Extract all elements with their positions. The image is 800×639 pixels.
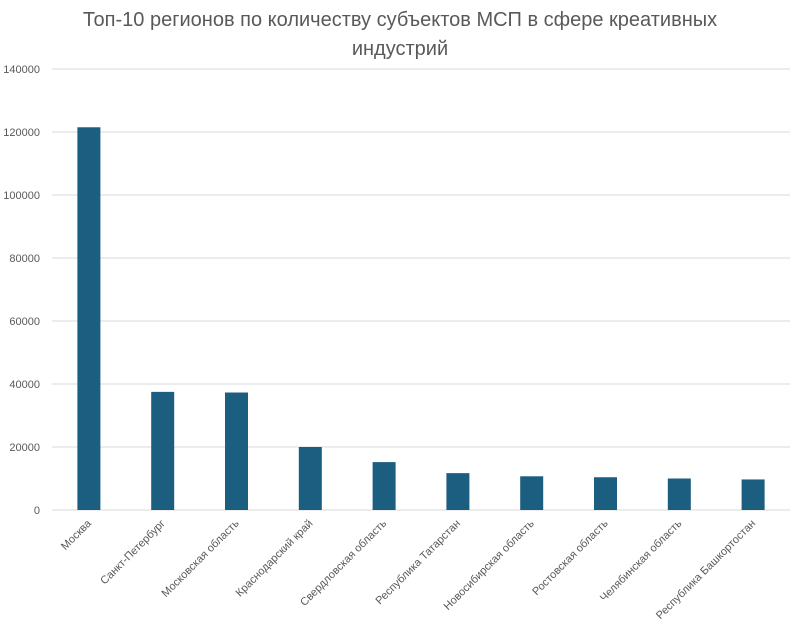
y-tick-label: 120000 [3,127,40,139]
y-tick-label: 40000 [9,379,40,391]
x-tick-label: Челябинская область [598,517,685,604]
x-tick-label: Свердловская область [298,517,389,608]
x-tick-label: Краснодарский край [234,518,316,600]
bar [77,127,101,511]
x-tick-label: Московская область [160,517,242,599]
x-tick-label: Москва [59,517,95,553]
bar [520,476,544,510]
y-tick-label: 100000 [3,190,40,202]
bar [225,392,248,510]
y-tick-label: 60000 [9,316,40,328]
bar [151,391,175,510]
y-tick-label: 20000 [9,442,40,454]
bar [446,473,470,510]
y-tick-label: 80000 [9,253,40,265]
bar [298,447,322,510]
y-tick-label: 0 [34,505,40,517]
bar [594,477,617,510]
x-tick-label: Санкт-Петербург [98,518,167,587]
y-tick-label: 140000 [3,64,40,76]
bar [372,462,396,510]
bar [741,479,765,510]
x-tick-label: Ростовская область [530,517,611,598]
chart-title: Топ-10 регионов по количеству субъектов … [82,9,718,60]
x-tick-label: Республика Татарстан [374,518,463,607]
bar [667,478,691,510]
